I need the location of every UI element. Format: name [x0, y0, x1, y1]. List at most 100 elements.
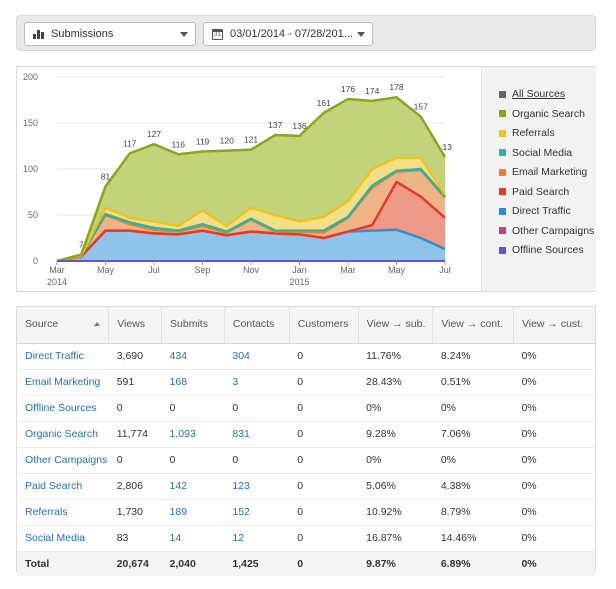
source-name-link[interactable]: Organic Search: [25, 428, 98, 440]
table-cell[interactable]: 1,093: [169, 428, 196, 440]
legend-item-offline-sources[interactable]: Offline Sources: [499, 243, 584, 257]
table-cell[interactable]: 152: [232, 506, 250, 518]
total-cell: Total: [25, 557, 50, 570]
legend-label: Offline Sources: [512, 244, 584, 256]
table-cell: 0: [232, 454, 239, 466]
data-label: 174: [365, 86, 379, 96]
legend-item-referrals[interactable]: Referrals: [499, 126, 555, 140]
source-name-link[interactable]: Paid Search: [25, 480, 83, 492]
table-cell: 0: [297, 506, 304, 518]
calendar-icon: 31: [212, 28, 223, 40]
chevron-down-icon: [357, 32, 365, 37]
source-name-link[interactable]: Social Media: [25, 532, 86, 544]
bar-chart-icon: [33, 29, 45, 39]
legend-label: Direct Traffic: [512, 205, 571, 217]
table-row: Social Media 83 14 12 0 16.87% 14.46% 0%: [17, 525, 595, 551]
table-cell[interactable]: 142: [169, 480, 188, 492]
legend-item-direct-traffic[interactable]: Direct Traffic: [499, 204, 571, 218]
table-cell: 8.24%: [440, 350, 471, 362]
column-header-5[interactable]: View → sub.: [358, 307, 434, 344]
source-name-link[interactable]: Other Campaigns: [25, 454, 108, 466]
source-name-link[interactable]: Referrals: [25, 506, 68, 518]
table-cell: 0: [297, 454, 304, 466]
table-cell: 591: [116, 376, 135, 388]
table-cell[interactable]: 831: [232, 428, 250, 440]
total-row: Total 20,674 2,040 1,425 0 9.87% 6.89% 0%: [17, 551, 595, 576]
data-label: 157: [414, 102, 428, 112]
table-cell[interactable]: 434: [169, 350, 188, 362]
legend-swatch: [499, 90, 506, 98]
source-name-link[interactable]: Direct Traffic: [25, 350, 84, 362]
total-cell: 2,040: [169, 557, 196, 570]
table-cell: 0%: [366, 454, 382, 466]
table-cell[interactable]: 12: [232, 532, 245, 544]
area-referrals: [57, 157, 445, 261]
table-cell[interactable]: 304: [232, 350, 250, 362]
table-cell: 0%: [521, 480, 537, 492]
table-cell: 2,806: [116, 480, 143, 492]
table-cell: 10.92%: [366, 506, 402, 518]
table-cell: 5.06%: [366, 480, 396, 492]
legend-label: Email Marketing: [512, 166, 588, 178]
table-cell[interactable]: 14: [169, 532, 182, 544]
area-direct-traffic: [57, 229, 445, 261]
chart-panel: 0 50 100 150 200 7 81 117 127 116 119 120 121 137 136 1…: [16, 66, 596, 292]
column-header-1[interactable]: Views: [108, 307, 163, 344]
legend-item-email-marketing[interactable]: Email Marketing: [499, 165, 587, 179]
column-header-2[interactable]: Submits: [161, 307, 225, 344]
line-referrals: [56, 156, 447, 263]
column-header-4[interactable]: Customers: [289, 307, 359, 344]
data-label: 127: [147, 129, 161, 139]
table-cell: 0%: [440, 402, 456, 414]
total-cell: 1,425: [232, 557, 259, 570]
legend-item-social-media[interactable]: Social Media: [499, 146, 572, 160]
legend-label: All Sources: [512, 88, 566, 100]
source-name-link[interactable]: Offline Sources: [25, 402, 97, 414]
total-cell: 0: [297, 557, 304, 570]
source-name-link[interactable]: Email Marketing: [25, 376, 101, 388]
y-tick-label: 50: [28, 210, 38, 220]
legend-swatch: [499, 149, 506, 156]
column-header-6[interactable]: View → cont.: [432, 307, 514, 344]
data-label: 121: [244, 135, 258, 145]
table-cell: 8.79%: [440, 506, 471, 518]
report-type-dropdown[interactable]: Submissions: [24, 22, 196, 46]
table-cell: 0: [297, 376, 304, 388]
table-cell: 0%: [521, 428, 537, 440]
table-cell: 0%: [521, 506, 537, 518]
table-cell: 0%: [521, 532, 537, 544]
table-cell: 7.06%: [440, 428, 471, 440]
x-tick-label: Jul: [148, 265, 160, 275]
data-label: 13: [443, 142, 453, 152]
column-header-3[interactable]: Contacts: [224, 307, 290, 344]
table-cell: 0%: [521, 402, 537, 414]
table-cell[interactable]: 3: [232, 376, 239, 388]
area-email-marketing: [57, 169, 445, 261]
table-cell[interactable]: 123: [232, 480, 250, 492]
column-header-0[interactable]: Source: [17, 307, 110, 344]
data-label: 81: [101, 171, 111, 181]
column-header-7[interactable]: View → cust.: [513, 307, 595, 344]
table-cell: 16.87%: [366, 532, 402, 544]
total-cell: 6.89%: [440, 557, 471, 570]
table-row: Direct Traffic 3,690 434 304 0 11.76% 8.24% 0%: [17, 343, 595, 369]
table-cell: 0%: [521, 376, 537, 388]
legend-item-organic-search[interactable]: Organic Search: [499, 107, 585, 121]
date-range-dropdown[interactable]: 31 03/01/2014 - 07/28/201...: [203, 22, 373, 46]
data-label: 136: [292, 121, 306, 131]
x-tick-label: May: [97, 265, 115, 275]
sources-table: Source Views Submits Contacts Customers View …: [16, 306, 596, 576]
legend-item-other-campaigns[interactable]: Other Campaigns: [499, 224, 594, 238]
table-row: Offline Sources 0 0 0 0 0% 0% 0%: [17, 395, 595, 421]
table-cell: 28.43%: [366, 376, 402, 388]
legend-item-all-sources[interactable]: All Sources: [499, 87, 565, 101]
table-cell: 1,730: [116, 506, 143, 518]
legend-item-paid-search[interactable]: Paid Search: [499, 185, 569, 199]
table-cell[interactable]: 189: [169, 506, 188, 518]
table-cell: 4.38%: [440, 480, 471, 492]
legend-swatch: [499, 110, 506, 117]
table-cell: 0%: [521, 454, 537, 466]
table-row: Paid Search 2,806 142 123 0 5.06% 4.38% 0%: [17, 473, 595, 499]
table-cell: 0: [169, 402, 176, 414]
table-cell[interactable]: 168: [169, 376, 188, 388]
